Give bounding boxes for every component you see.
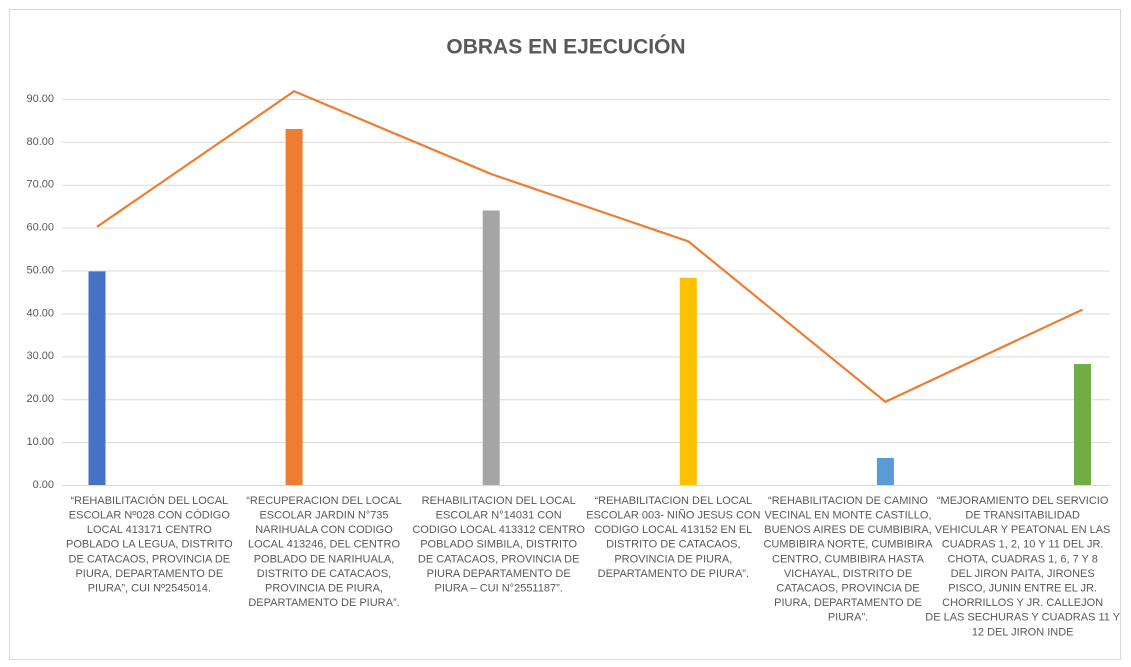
chart-border	[9, 9, 1121, 660]
bar	[88, 271, 106, 485]
x-tick-label: VECINAL EN MONTE CASTILLO,	[764, 510, 931, 522]
x-tick-label: LOCAL 413171 CENTRO	[87, 524, 212, 536]
x-tick-label: CODIGO LOCAL 413312 CENTRO	[412, 524, 585, 536]
y-tick-label: 0.00	[33, 479, 54, 491]
x-tick-label: POBLADO DE NARIHUALA,	[254, 553, 395, 565]
y-tick-label: 40.00	[26, 307, 54, 319]
x-tick-label: DE LAS SECHURAS Y CUADRAS 11 Y	[925, 612, 1120, 624]
bar	[1074, 364, 1091, 485]
x-tick-label: ESCOLAR N°14031 CON	[436, 510, 562, 522]
x-tick-label: VEHICULAR Y PEATONAL EN LAS	[935, 524, 1110, 536]
x-tick-label: “REHABILITACION DE CAMINO	[768, 495, 928, 507]
x-tick-label: PIURA – CUI N°2551187”.	[435, 583, 563, 595]
x-tick-label: DE CATACAOS, PROVINCIA DE	[418, 553, 580, 565]
x-tick-label: NARIHUALA CON CODIGO	[255, 524, 393, 536]
x-tick-label: PROVINCIA DE PIURA,	[265, 583, 383, 595]
x-tick-label: PISCO, JUNIN ENTRE EL JR.	[948, 583, 1097, 595]
x-tick-label: “REHABILITACION DEL LOCAL	[594, 495, 752, 507]
x-tick-label: “MEJORAMIENTO DEL SERVICIO	[937, 495, 1109, 507]
x-tick-label: DEPARTAMENTO DE PIURA”.	[248, 597, 399, 609]
x-tick-label: DISTRITO DE CATACAOS,	[257, 568, 391, 580]
line	[96, 90, 1083, 404]
y-tick-label: 60.00	[26, 222, 54, 234]
y-tick-label: 30.00	[26, 350, 54, 362]
x-tick-label: VICHAYAL, DISTRITO DE	[784, 568, 912, 580]
x-tick-label: ESCOLAR 003- NIÑO JESUS CON	[586, 509, 760, 522]
x-tick-label: CATACAOS, PROVINCIA DE	[776, 583, 919, 595]
x-tick-label: POBLADO SIMBILA, DISTRITO	[420, 539, 577, 551]
x-tick-label: CENTRO, CUMBIBIRA HASTA	[772, 553, 925, 565]
y-tick-label: 90.00	[26, 93, 54, 105]
y-tick-label: 70.00	[26, 179, 54, 191]
x-tick-label: ESCOLAR Nº028 CON CÓDIGO	[69, 509, 231, 522]
y-tick-label: 80.00	[26, 136, 54, 148]
x-tick-label: PIURA, DEPARTAMENTO DE	[774, 597, 922, 609]
x-tick-label: DEL JIRON PAITA, JIRONES	[951, 568, 1095, 580]
bar	[482, 210, 500, 485]
x-tick-label: LOCAL 413246, DEL CENTRO	[248, 539, 400, 551]
x-tick-label: DE TRANSITABILIDAD	[965, 510, 1080, 522]
x-tick-label: “RECUPERACION DEL LOCAL	[246, 495, 401, 507]
x-tick-label: PIURA”.	[828, 612, 868, 624]
x-tick-label: DE CATACAOS, PROVINCIA DE	[69, 553, 231, 565]
x-tick-label: 12 DEL JIRON INDE	[972, 626, 1074, 638]
x-tick-label: CHORRILLOS Y JR. CALLEJON	[942, 597, 1103, 609]
x-tick-label: PIURA”, CUI Nº2545014.	[88, 583, 211, 595]
bar	[285, 129, 303, 485]
x-tick-label: PIURA DEPARTAMENTO DE	[427, 568, 571, 580]
x-tick-label: POBLADO LA LEGUA, DISTRITO	[66, 539, 233, 551]
x-tick-label: DISTRITO DE CATACAOS,	[606, 539, 740, 551]
x-tick-label: “REHABILITACIÓN DEL LOCAL	[70, 494, 228, 507]
x-tick-label: CHOTA, CUADRAS 1, 6, 7 Y 8	[947, 553, 1097, 565]
x-tick-label: CODIGO LOCAL 413152 EN EL	[594, 524, 752, 536]
y-tick-label: 20.00	[26, 393, 54, 405]
x-tick-label: PIURA, DEPARTAMENTO DE	[75, 568, 223, 580]
bar	[679, 277, 697, 485]
x-tick-label: CUADRAS 1, 2, 10 Y 11 DEL JR.	[942, 539, 1104, 551]
y-tick-label: 50.00	[26, 264, 54, 276]
x-tick-label: DEPARTAMENTO DE PIURA”.	[598, 568, 749, 580]
bar	[876, 457, 894, 485]
x-tick-label: PROVINCIA DE PIURA,	[614, 553, 732, 565]
x-tick-label: BUENOS AIRES DE CUMBIBIRA,	[764, 524, 931, 536]
x-tick-label: ESCOLAR JARDIN N°735	[259, 510, 388, 522]
x-tick-label: CUMBIBIRA NORTE, CUMBIBIRA	[763, 539, 933, 551]
y-tick-label: 10.00	[26, 436, 54, 448]
chart-title: OBRAS EN EJECUCIÓN	[446, 35, 685, 59]
x-tick-label: REHABILITACION DEL LOCAL	[422, 495, 576, 507]
